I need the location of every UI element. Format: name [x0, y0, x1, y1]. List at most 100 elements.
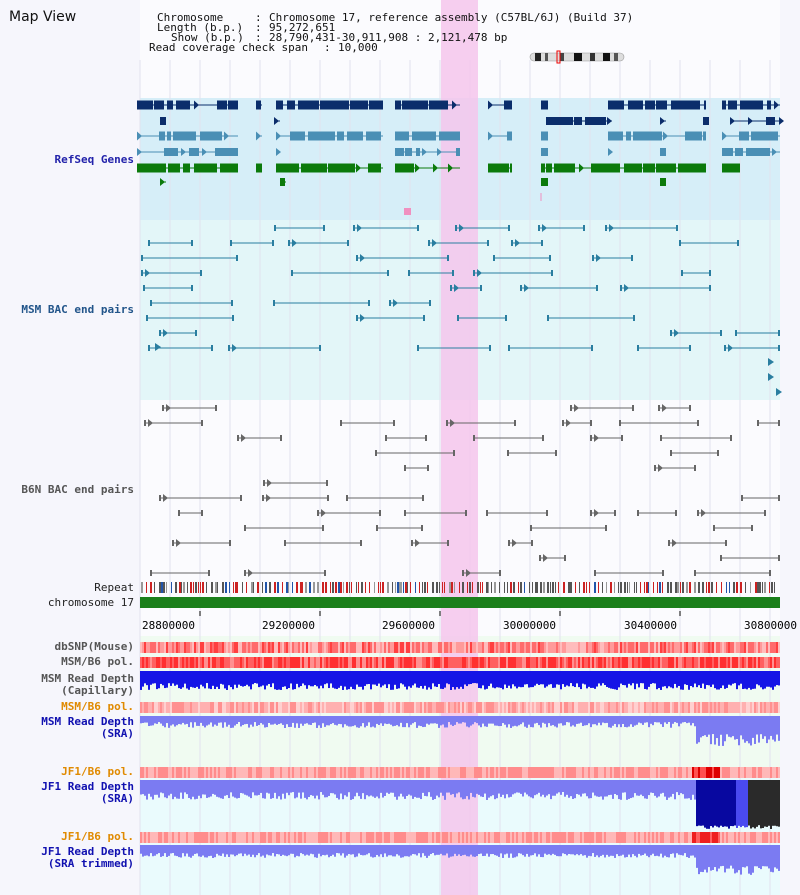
dbsnp-strip-bin [514, 642, 516, 653]
msm-b6-pol-strip-bin [686, 657, 688, 668]
repeat-element [469, 582, 471, 593]
repeat-element [436, 582, 438, 593]
track-label-dbsnp[interactable]: dbSNP(Mouse) [54, 640, 134, 653]
msm-depth-capillary-bar [592, 671, 594, 688]
msm-b6-pol-strip-bin [666, 657, 668, 668]
jf1-b6-pol-strip-2-bin [166, 832, 168, 843]
b6n-bac-pair-end [660, 435, 662, 441]
jf1-depth-trimmed-bar [622, 845, 624, 855]
jf1-depth-sra-bar [234, 780, 236, 798]
track-label-jf1-b6-pol[interactable]: JF1/B6 pol. [61, 765, 134, 778]
dbsnp-strip-bin [564, 642, 566, 653]
track-label-msm-bac[interactable]: MSM BAC end pairs [21, 303, 134, 316]
dbsnp-strip-bin [248, 642, 250, 653]
jf1-depth-sra-bar [676, 780, 678, 793]
dbsnp-strip-bin [764, 642, 766, 653]
msm-depth-sra-bar [306, 716, 308, 724]
jf1-b6-pol-strip-bin [542, 767, 544, 778]
repeat-element [634, 582, 635, 593]
msm-b6-pol-strip-2-bin [596, 702, 598, 713]
repeat-element [520, 582, 522, 593]
msm-b6-pol-strip-2-bin [698, 702, 700, 713]
jf1-b6-pol-strip-2-bin [454, 832, 456, 843]
dbsnp-strip-bin [710, 642, 712, 653]
msm-depth-sra-bar [668, 716, 670, 723]
jf1-b6-pol-strip-bin [410, 767, 412, 778]
msm-depth-sra-bar [248, 716, 250, 728]
track-label-jf1-b6-pol-2[interactable]: JF1/B6 pol. [61, 830, 134, 843]
jf1-depth-trimmed-bar [364, 845, 366, 856]
msm-depth-capillary-bar [342, 671, 344, 690]
msm-b6-pol-strip-2-bin [536, 702, 538, 713]
jf1-b6-pol-strip-2-bin [188, 832, 190, 843]
jf1-depth-trimmed-bar [192, 845, 194, 856]
track-label-msm-b6-pol-2[interactable]: MSM/B6 pol. [61, 700, 134, 713]
msm-depth-capillary-bar [152, 671, 154, 684]
dbsnp-strip-bin [192, 642, 194, 653]
track-label-msm-b6-pol[interactable]: MSM/B6 pol. [61, 655, 134, 668]
track-label-msm-depth-sra[interactable]: MSM Read Depth [41, 715, 134, 728]
jf1-depth-sra-bar [522, 780, 524, 797]
track-label-jf1-depth-trimmed[interactable]: JF1 Read Depth [41, 845, 134, 858]
msm-bac-arrow [768, 358, 774, 366]
jf1-depth-sra-bar [286, 780, 288, 793]
msm-depth-sra-bar [538, 716, 540, 726]
dbsnp-strip-bin [588, 642, 590, 653]
msm-depth-capillary-bar [644, 671, 646, 689]
msm-b6-pol-strip-2-bin [532, 702, 534, 713]
msm-b6-pol-strip-2-bin [618, 702, 620, 713]
msm-b6-pol-strip-2-bin [412, 702, 414, 713]
dbsnp-strip-bin [476, 642, 478, 653]
b6n-bac-pair-end [340, 420, 342, 426]
msm-depth-sra-bar [276, 716, 278, 725]
jf1-b6-pol-strip-2-bin [292, 832, 294, 843]
msm-depth-sra-bar [204, 716, 206, 728]
msm-b6-pol-strip-bin [442, 657, 444, 668]
track-label-repeat[interactable]: Repeat [94, 581, 134, 594]
dbsnp-strip-bin [554, 642, 556, 653]
msm-depth-sra-bar [584, 716, 586, 726]
repeat-element [740, 582, 742, 593]
jf1-depth-sra-bar [726, 780, 728, 827]
jf1-b6-pol-strip-bin [220, 767, 222, 778]
msm-bac-pair-arrow [524, 284, 529, 292]
jf1-b6-pol-strip-bin [388, 767, 390, 778]
jf1-b6-pol-strip-bin [164, 767, 166, 778]
dbsnp-strip-bin [690, 642, 692, 653]
msm-b6-pol-strip-bin [476, 657, 478, 668]
msm-depth-sra-bar [194, 716, 196, 723]
msm-b6-pol-strip-bin [390, 657, 392, 668]
track-label-jf1-depth[interactable]: JF1 Read Depth [41, 780, 134, 793]
jf1-b6-pol-strip-bin [600, 767, 602, 778]
jf1-b6-pol-strip-2-bin [332, 832, 334, 843]
msm-bac-pair-arrow [454, 284, 459, 292]
jf1-depth-trimmed-bar [584, 845, 586, 856]
msm-depth-capillary-bar [460, 671, 462, 687]
msm-depth-sra-bar [634, 716, 636, 726]
track-label-b6n-bac[interactable]: B6N BAC end pairs [21, 483, 134, 496]
jf1-b6-pol-strip-bin [314, 767, 316, 778]
msm-b6-pol-strip-bin [386, 657, 388, 668]
jf1-b6-pol-strip-bin [480, 767, 482, 778]
msm-bac-pair-end [232, 315, 234, 321]
jf1-depth-trimmed-bar [160, 845, 162, 857]
repeat-element [472, 582, 473, 593]
msm-b6-pol-strip-2-bin [622, 702, 624, 713]
track-label-refseq-genes[interactable]: RefSeq Genes [54, 153, 134, 166]
jf1-b6-pol-strip-bin [144, 767, 146, 778]
track-label-msm-depth-capillary[interactable]: MSM Read Depth [41, 672, 134, 685]
jf1-b6-pol-strip-bin [478, 767, 480, 778]
jf1-depth-sra-bar [270, 780, 272, 799]
ideogram-band [535, 53, 541, 61]
msm-depth-capillary-bar [638, 671, 640, 688]
dbsnp-strip-bin [760, 642, 762, 653]
b6n-bac-pair-arrow [672, 539, 677, 547]
ideogram-band [560, 53, 564, 61]
jf1-depth-trimmed-bar [222, 845, 224, 854]
jf1-b6-pol-strip-bin [190, 767, 192, 778]
jf1-b6-pol-strip-2-bin [576, 832, 578, 843]
msm-b6-pol-strip-2-bin [244, 702, 246, 713]
jf1-b6-pol-strip-2-bin [266, 832, 268, 843]
track-label-jf1-depth-sub: (SRA) [100, 792, 134, 805]
